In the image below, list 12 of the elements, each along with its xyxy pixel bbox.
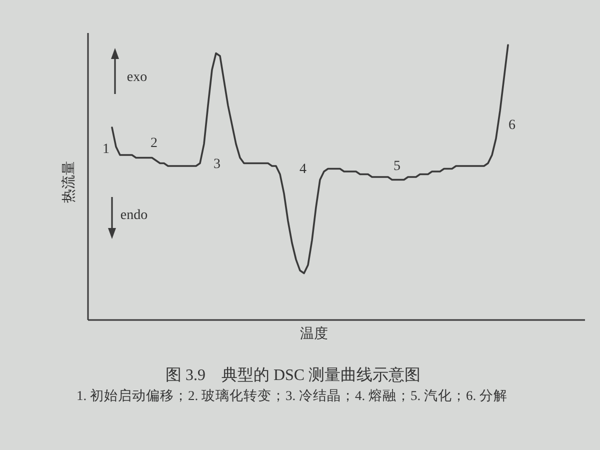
text: 1 xyxy=(102,142,110,157)
text: 1. 初始启动偏移；2. 玻璃化转变；3. 冷结晶；4. 熔融；5. 汽化；6. 分解 xyxy=(76,388,508,403)
annotation: 2 xyxy=(150,136,158,151)
annotation: 3 xyxy=(214,157,220,172)
y-axis-title: 热流量 xyxy=(61,161,77,203)
annotation: 6 xyxy=(508,118,516,133)
annotation: exo xyxy=(126,70,148,85)
x-axis-title: 温度 xyxy=(300,326,328,342)
annotation: endo xyxy=(120,208,148,223)
annotation: 4 xyxy=(300,162,306,177)
annotation: 5 xyxy=(394,159,400,174)
caption: 图 3.9 典型的 DSC 测量曲线示意图 xyxy=(165,366,421,384)
